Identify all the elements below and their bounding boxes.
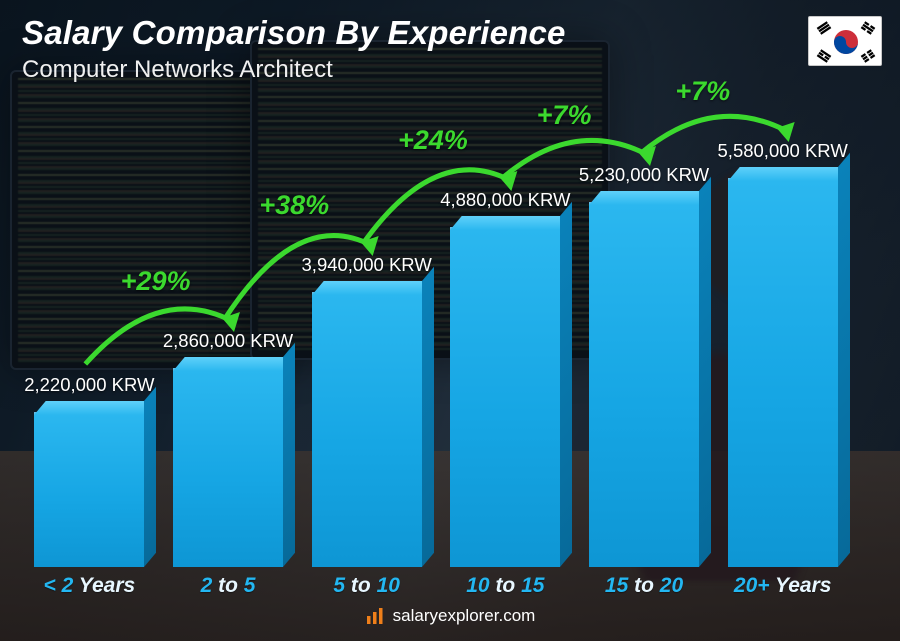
bar	[728, 178, 838, 567]
increase-pct-label: +29%	[121, 266, 191, 297]
page-subtitle: Computer Networks Architect	[22, 56, 566, 84]
bar-slot	[20, 412, 159, 567]
bar-value-label: 5,580,000 KRW	[693, 140, 873, 162]
bar	[450, 227, 560, 567]
bar	[34, 412, 144, 567]
salary-bar-chart: 2,220,000 KRW2,860,000 KRW3,940,000 KRW4…	[20, 118, 852, 567]
page-title: Salary Comparison By Experience	[22, 14, 566, 52]
x-tick: 10 to 15	[436, 574, 575, 598]
bar-value-label: 3,940,000 KRW	[277, 254, 457, 276]
bar-slot	[713, 178, 852, 567]
footer: salaryexplorer.com	[0, 606, 900, 631]
bar-value-label: 2,220,000 KRW	[0, 374, 179, 396]
bar-chart-icon	[365, 606, 385, 626]
bar-slot	[575, 202, 714, 567]
increase-pct-label: +7%	[675, 76, 730, 107]
bar-slot	[297, 292, 436, 567]
x-tick: 5 to 10	[297, 574, 436, 598]
bar	[589, 202, 699, 567]
title-block: Salary Comparison By Experience Computer…	[22, 14, 566, 84]
x-tick: 20+ Years	[713, 574, 852, 598]
bar-value-label: 2,860,000 KRW	[138, 330, 318, 352]
x-tick: 15 to 20	[575, 574, 714, 598]
bar	[312, 292, 422, 567]
bar-value-label: 5,230,000 KRW	[554, 164, 734, 186]
x-tick: 2 to 5	[159, 574, 298, 598]
x-tick: < 2 Years	[20, 574, 159, 598]
bar-slot	[436, 227, 575, 567]
country-flag-south-korea	[808, 16, 882, 66]
bar-slot	[159, 368, 298, 567]
infographic-stage: Salary Comparison By Experience Computer…	[0, 0, 900, 641]
increase-pct-label: +7%	[537, 100, 592, 131]
increase-pct-label: +38%	[259, 190, 329, 221]
increase-pct-label: +24%	[398, 125, 468, 156]
x-axis: < 2 Years2 to 55 to 1010 to 1515 to 2020…	[20, 571, 852, 601]
footer-text: salaryexplorer.com	[393, 606, 536, 626]
bar	[173, 368, 283, 567]
bar-value-label: 4,880,000 KRW	[415, 189, 595, 211]
